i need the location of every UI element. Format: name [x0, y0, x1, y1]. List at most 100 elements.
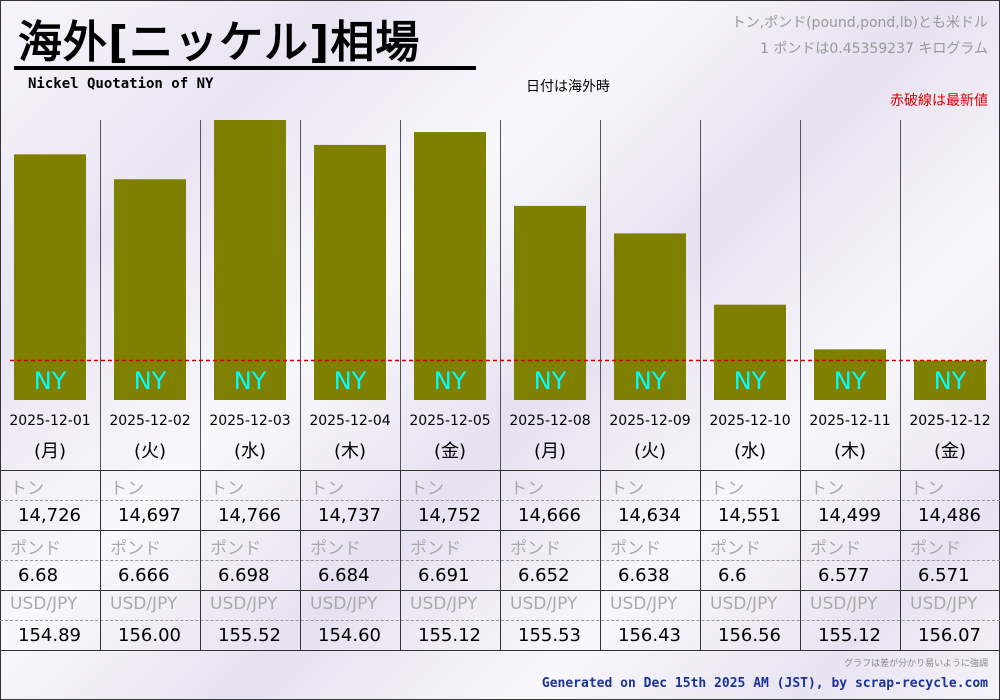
- ton-value: 14,697: [118, 505, 181, 526]
- x-tick-date: 2025-12-02: [109, 413, 190, 429]
- pound-label: ポンド: [810, 539, 861, 559]
- column-divider: [900, 470, 901, 650]
- ton-label: トン: [510, 479, 544, 499]
- ton-label: トン: [10, 479, 44, 499]
- page-title: 海外[ニッケル]相場: [18, 17, 421, 68]
- pound-value: 6.691: [418, 565, 470, 586]
- x-tick-date: 2025-12-04: [309, 413, 390, 429]
- column-divider: [200, 470, 201, 650]
- ton-value: 14,752: [418, 505, 481, 526]
- bar-label: NY: [34, 367, 67, 395]
- usdjpy-label: USD/JPY: [510, 594, 578, 614]
- usdjpy-value: 155.53: [518, 625, 581, 646]
- emphasis-note: グラフは差が分かり易いように強調: [844, 659, 988, 669]
- column-divider: [300, 470, 301, 650]
- usdjpy-value: 155.52: [218, 625, 281, 646]
- bar-2025-12-10: [714, 304, 786, 400]
- ton-label: トン: [610, 479, 644, 499]
- usdjpy-label: USD/JPY: [610, 594, 678, 614]
- column-divider: [100, 470, 101, 650]
- ton-value: 14,486: [918, 505, 981, 526]
- pound-label: ポンド: [710, 539, 761, 559]
- usdjpy-value: 155.12: [818, 625, 881, 646]
- x-tick-weekday: (水): [234, 441, 266, 462]
- pound-value: 6.698: [218, 565, 270, 586]
- column-divider: [600, 470, 601, 650]
- usdjpy-label: USD/JPY: [210, 594, 278, 614]
- unit-note: トン,ポンド(pound,pond,lb)とも米ドル: [731, 15, 988, 31]
- pound-label: ポンド: [10, 539, 61, 559]
- usdjpy-value: 156.00: [118, 625, 181, 646]
- ton-label: トン: [310, 479, 344, 499]
- x-tick-weekday: (月): [534, 441, 566, 462]
- ton-label: トン: [910, 479, 944, 499]
- column-divider: [400, 470, 401, 650]
- pound-label: ポンド: [410, 539, 461, 559]
- bar-label: NY: [234, 367, 267, 395]
- date-note: 日付は海外時: [526, 79, 610, 95]
- ton-value: 14,737: [318, 505, 381, 526]
- usdjpy-value: 154.89: [18, 625, 81, 646]
- pound-conversion-note: 1 ポンドは0.45359237 キログラム: [759, 41, 988, 57]
- ton-value: 14,551: [718, 505, 781, 526]
- pound-label: ポンド: [110, 539, 161, 559]
- x-tick-date: 2025-12-10: [709, 413, 790, 429]
- bar-label: NY: [734, 367, 767, 395]
- column-divider: [500, 470, 501, 650]
- bar-2025-12-05: [414, 132, 486, 400]
- ton-label: トン: [810, 479, 844, 499]
- x-tick-weekday: (月): [34, 441, 66, 462]
- x-tick-date: 2025-12-09: [609, 413, 690, 429]
- pound-label: ポンド: [910, 539, 961, 559]
- latest-value-note: 赤破線は最新値: [890, 93, 988, 109]
- bar-2025-12-08: [514, 205, 586, 400]
- pound-value: 6.652: [518, 565, 570, 586]
- ton-value: 14,634: [618, 505, 681, 526]
- x-tick-date: 2025-12-11: [809, 413, 890, 429]
- bar-2025-12-11: [814, 349, 886, 400]
- ton-label: トン: [110, 479, 144, 499]
- bar-label: NY: [834, 367, 867, 395]
- bar-2025-12-09: [614, 233, 686, 400]
- usdjpy-label: USD/JPY: [810, 594, 878, 614]
- bar-label: NY: [534, 367, 567, 395]
- usdjpy-label: USD/JPY: [410, 594, 478, 614]
- usdjpy-value: 154.60: [318, 625, 381, 646]
- row-separator: [0, 650, 1000, 651]
- usdjpy-label: USD/JPY: [110, 594, 178, 614]
- x-tick-date: 2025-12-12: [909, 413, 990, 429]
- usdjpy-value: 156.43: [618, 625, 681, 646]
- bar-chart: NY 2025-12-01 (月) NY 2025-12-02 (火) NY 2025-12-…: [9, 120, 991, 470]
- x-tick-weekday: (木): [334, 441, 366, 462]
- usdjpy-value: 156.07: [918, 625, 981, 646]
- usdjpy-label: USD/JPY: [310, 594, 378, 614]
- pound-value: 6.684: [318, 565, 370, 586]
- bar-label: NY: [434, 367, 467, 395]
- pound-label: ポンド: [310, 539, 361, 559]
- ton-value: 14,726: [18, 505, 81, 526]
- x-tick-weekday: (木): [834, 441, 866, 462]
- x-tick-weekday: (火): [634, 441, 666, 462]
- bar-2025-12-04: [314, 144, 386, 400]
- x-tick-weekday: (金): [934, 441, 966, 462]
- bar-2025-12-12: [914, 360, 986, 400]
- ton-value: 14,766: [218, 505, 281, 526]
- ton-value: 14,499: [818, 505, 881, 526]
- x-tick-date: 2025-12-08: [509, 413, 590, 429]
- x-tick-date: 2025-12-05: [409, 413, 490, 429]
- x-tick-weekday: (金): [434, 441, 466, 462]
- ton-label: トン: [410, 479, 444, 499]
- title-underline: [14, 66, 476, 70]
- bar-2025-12-03: [214, 120, 286, 400]
- bar-label: NY: [934, 367, 967, 395]
- pound-label: ポンド: [510, 539, 561, 559]
- pound-label: ポンド: [210, 539, 261, 559]
- pound-value: 6.6: [718, 565, 747, 586]
- pound-value: 6.68: [18, 565, 59, 586]
- ton-label: トン: [210, 479, 244, 499]
- price-table: トン 14,726 トン 14,697 トン 14,766 トン 14,737 トン 14,752…: [0, 470, 1000, 651]
- pound-value: 6.638: [618, 565, 670, 586]
- usdjpy-label: USD/JPY: [910, 594, 978, 614]
- bar-2025-12-01: [14, 154, 86, 400]
- ton-value: 14,666: [518, 505, 581, 526]
